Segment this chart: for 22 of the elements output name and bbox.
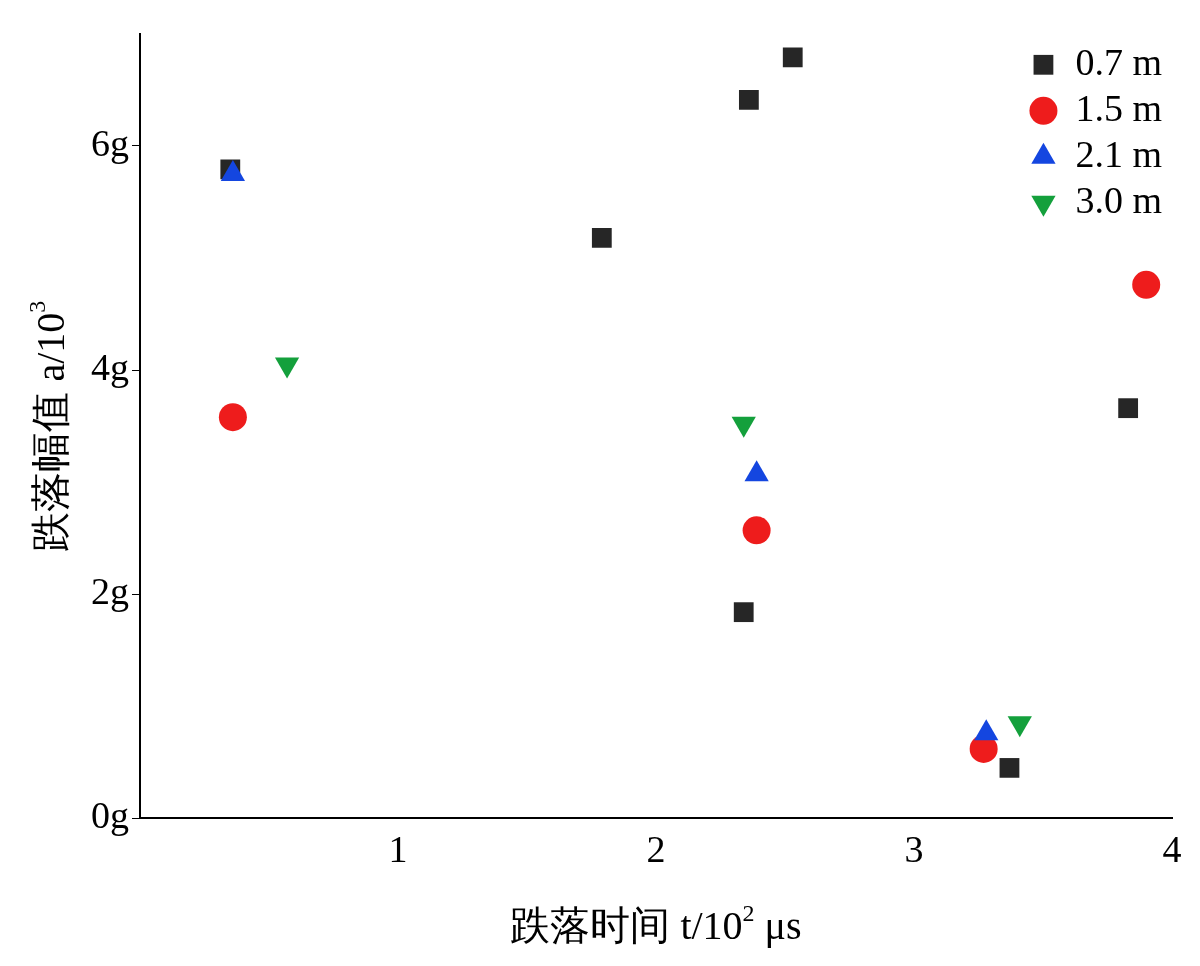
x-tick-label: 3 (904, 828, 924, 871)
legend-label: 0.7 m (1075, 40, 1162, 83)
y-tick-label: 0g (91, 794, 129, 837)
point (1118, 398, 1139, 419)
x-tick-label: 4 (1162, 828, 1182, 871)
y-axis-title: 跌落幅值 a/103 (24, 300, 73, 552)
point (1132, 270, 1161, 299)
point (591, 227, 612, 248)
point (218, 403, 247, 432)
y-tick-label: 4g (91, 346, 129, 389)
x-tick-label: 2 (646, 828, 666, 871)
point (733, 602, 754, 623)
legend-label: 1.5 m (1075, 86, 1162, 129)
point (738, 90, 759, 110)
point (742, 516, 771, 545)
y-tick-label: 2g (91, 570, 129, 613)
point (999, 758, 1020, 778)
point (782, 47, 803, 68)
legend-label: 2.1 m (1075, 132, 1162, 175)
y-tick-label: 6g (91, 121, 129, 164)
x-tick-label: 1 (388, 828, 408, 871)
legend-label: 3.0 m (1075, 178, 1162, 221)
